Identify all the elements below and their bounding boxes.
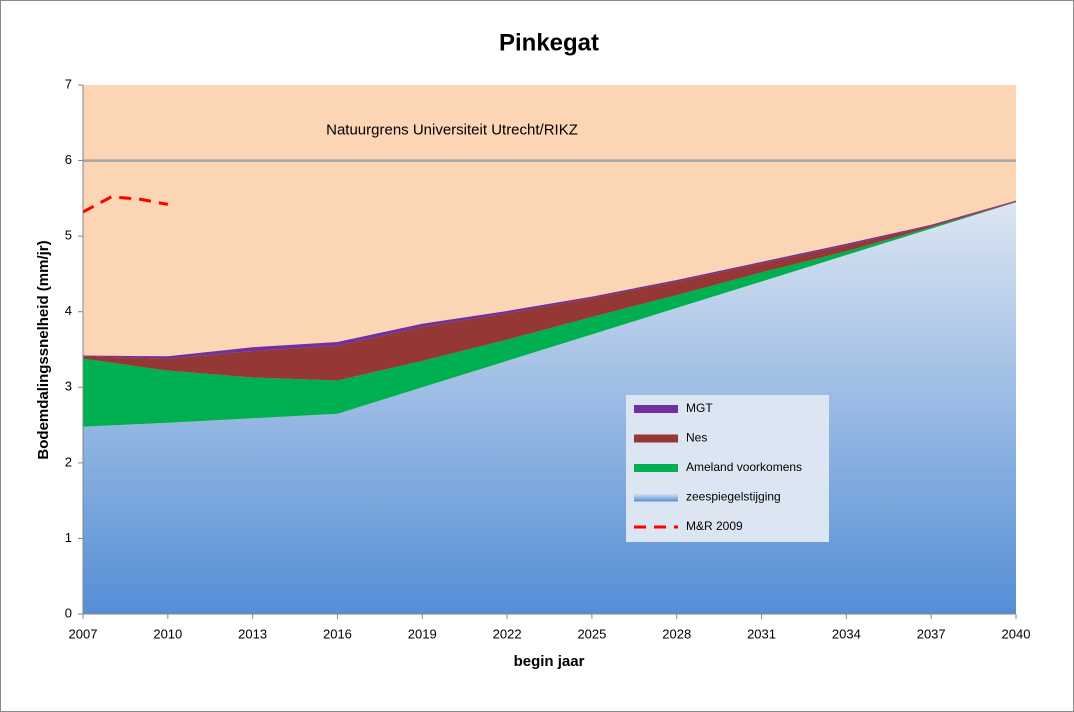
x-tick-label: 2025 bbox=[577, 626, 606, 641]
chart-title: Pinkegat bbox=[499, 29, 599, 56]
y-axis-label: Bodemdalingssnelheid (mm/jr) bbox=[35, 240, 52, 459]
legend-label: Nes bbox=[686, 431, 707, 445]
area bbox=[83, 202, 1016, 427]
x-tick-label: 2031 bbox=[747, 626, 776, 641]
legend-swatch bbox=[634, 405, 678, 413]
y-tick-label: 6 bbox=[65, 152, 72, 167]
x-axis-label: begin jaar bbox=[514, 653, 585, 670]
x-tick-label: 2010 bbox=[153, 626, 182, 641]
y-tick-label: 2 bbox=[65, 454, 72, 469]
line bbox=[82, 195, 169, 214]
y-tick-label: 0 bbox=[65, 605, 72, 620]
x-tick-label: 2034 bbox=[832, 626, 861, 641]
legend-label: MGT bbox=[686, 401, 713, 415]
x-tick-label: 2013 bbox=[238, 626, 267, 641]
x-tick-label: 2007 bbox=[69, 626, 98, 641]
y-tick-label: 5 bbox=[65, 228, 72, 243]
area bbox=[83, 201, 1016, 381]
x-tick-label: 2016 bbox=[323, 626, 352, 641]
legend-label: Ameland voorkomens bbox=[686, 460, 802, 474]
x-tick-label: 2028 bbox=[662, 626, 691, 641]
y-tick-label: 4 bbox=[65, 303, 72, 318]
legend-label: zeespiegelstijging bbox=[686, 490, 781, 504]
y-tick-label: 3 bbox=[65, 379, 72, 394]
legend-label: M&R 2009 bbox=[686, 519, 743, 533]
x-tick-label: 2022 bbox=[493, 626, 522, 641]
y-tick-label: 7 bbox=[65, 76, 72, 91]
x-tick-label: 2019 bbox=[408, 626, 437, 641]
reference-label: Natuurgrens Universiteit Utrecht/RIKZ bbox=[326, 122, 578, 139]
legend-swatch bbox=[634, 493, 678, 502]
legend-swatch bbox=[634, 434, 678, 443]
x-tick-label: 2040 bbox=[1002, 626, 1031, 641]
legend-swatch bbox=[634, 464, 678, 472]
x-tick-label: 2037 bbox=[917, 626, 946, 641]
y-tick-label: 1 bbox=[65, 530, 72, 545]
